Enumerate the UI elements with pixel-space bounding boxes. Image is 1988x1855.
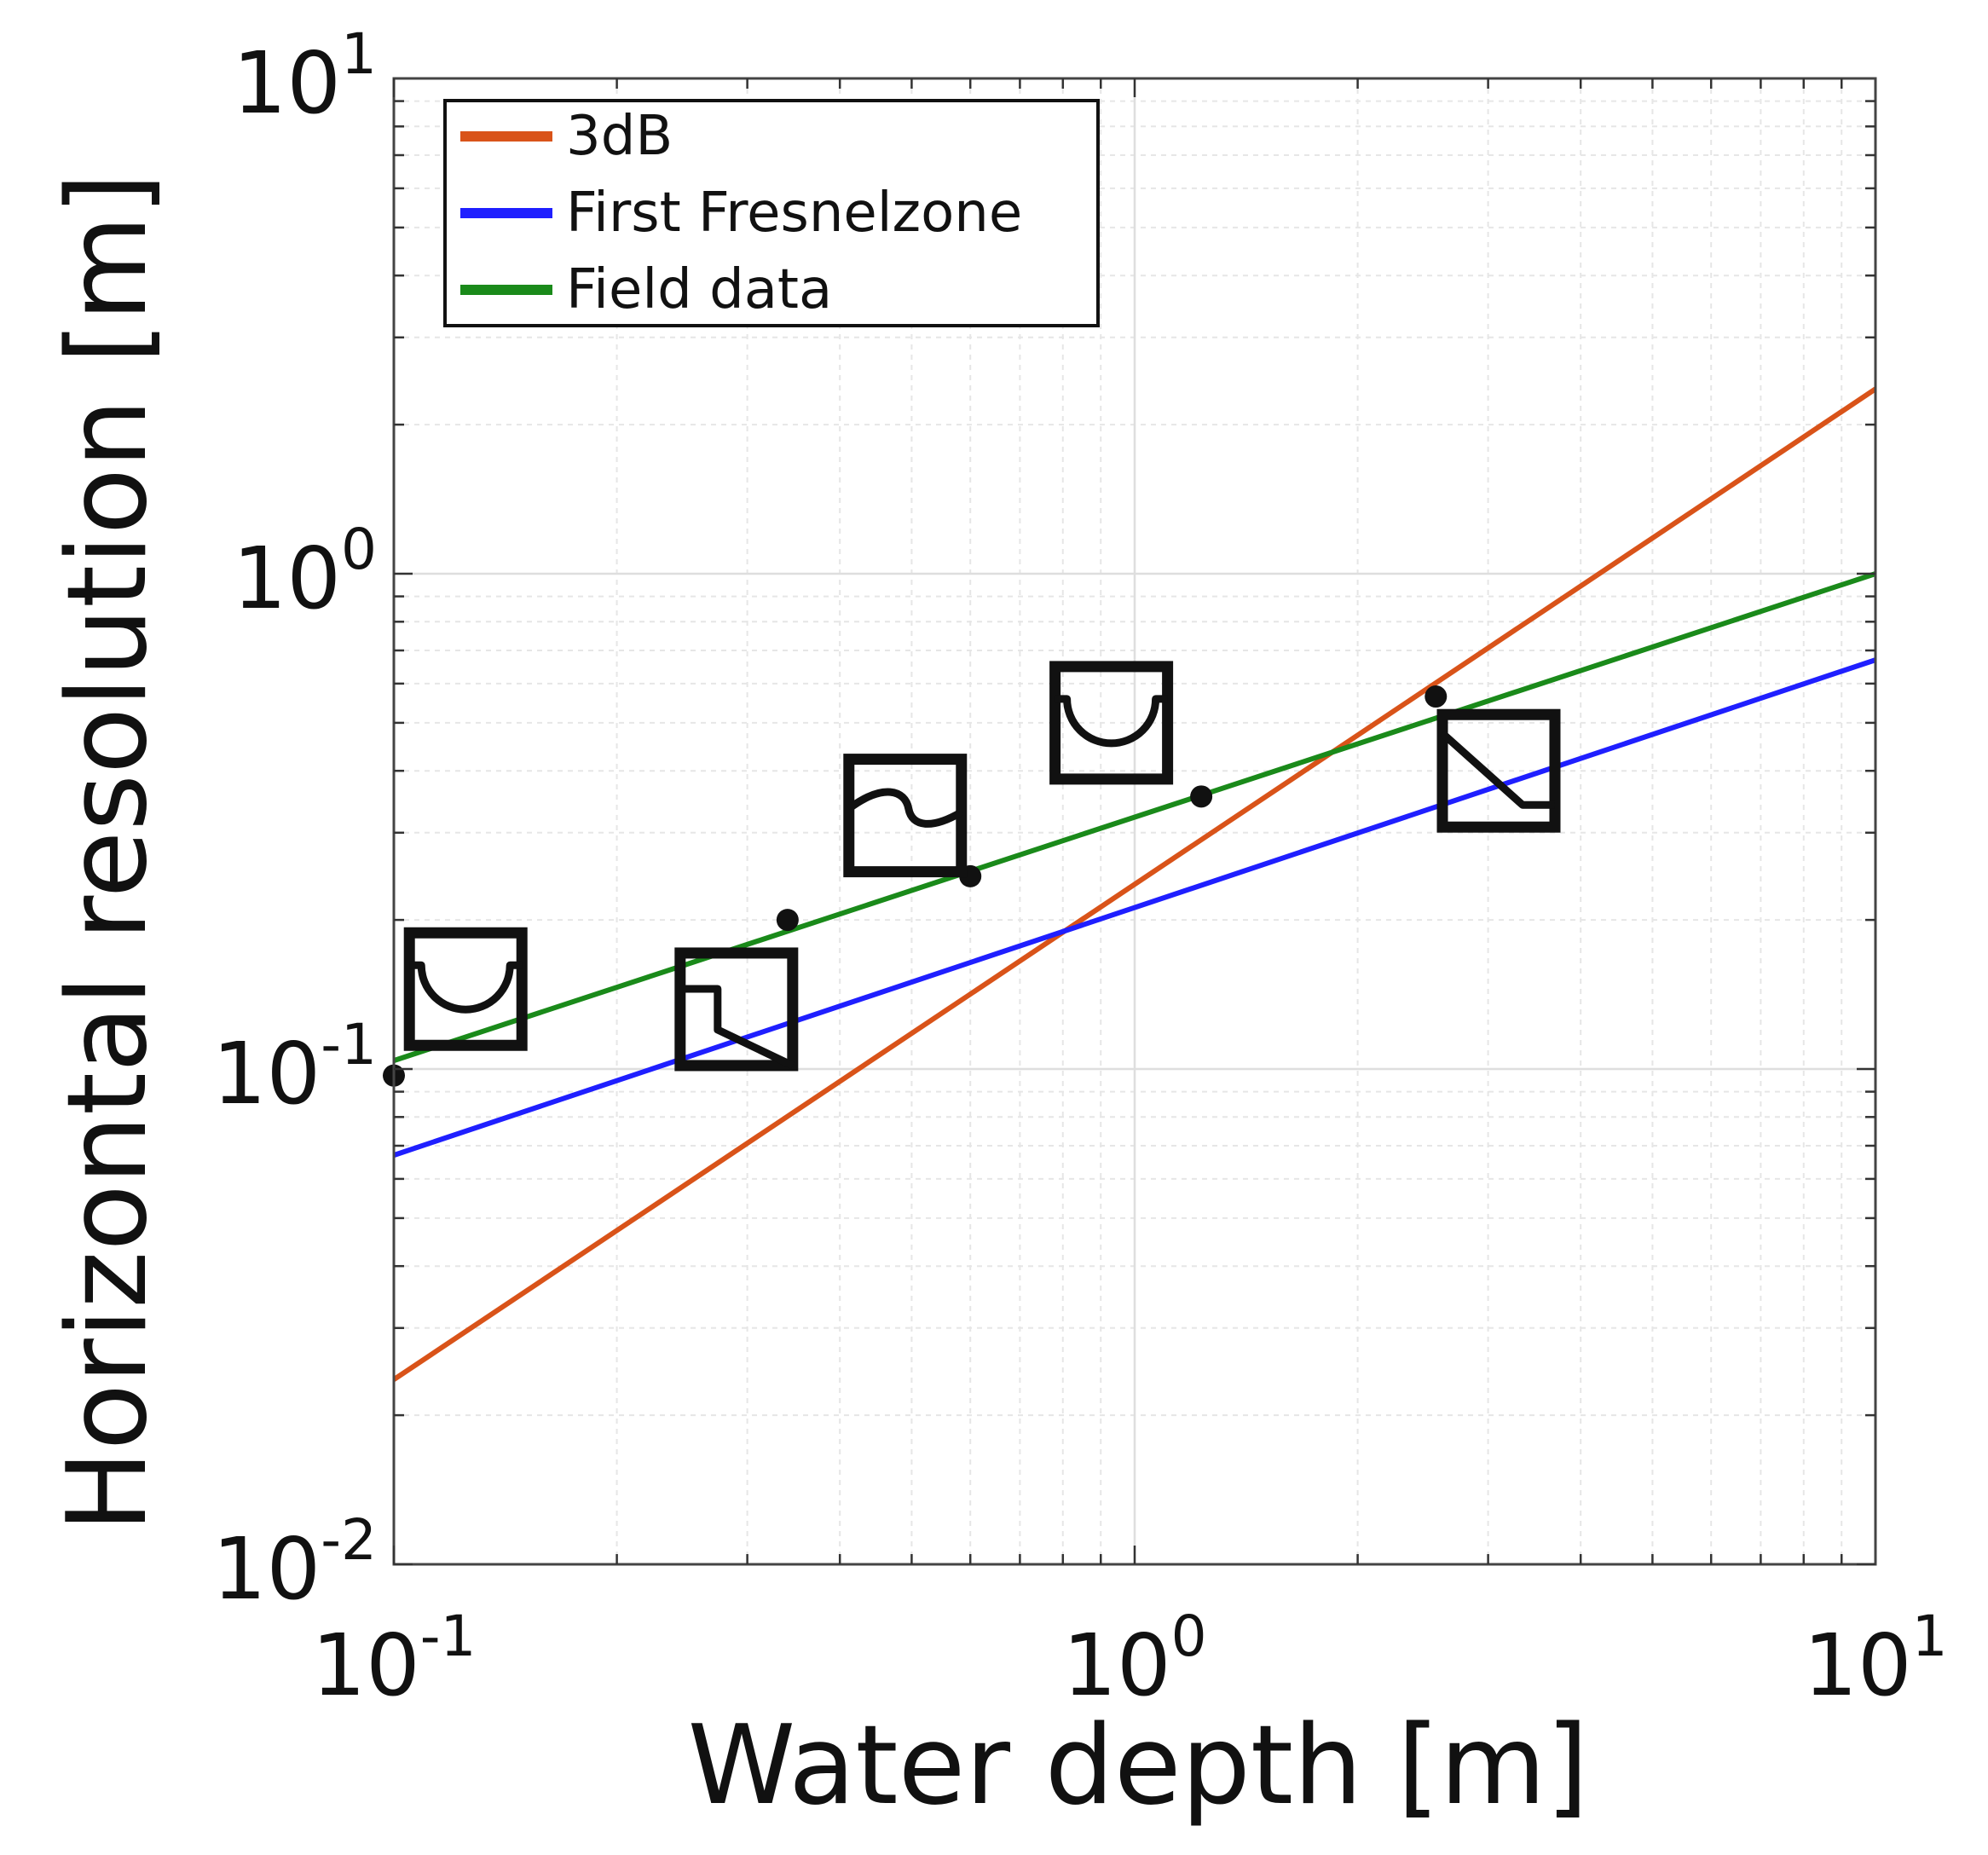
legend-label-first-fresnelzone: First Fresnelzone [566, 182, 1022, 245]
x-axis-label: Water depth [m] [688, 1702, 1589, 1829]
legend-label-3db: 3dB [566, 105, 673, 168]
field-data-point [1190, 785, 1213, 808]
series-lines [392, 386, 1877, 1382]
field-data-point [1425, 685, 1448, 708]
x-tick-label: 101 [1803, 1604, 1947, 1715]
series-line-3db [392, 386, 1877, 1382]
legend-label-field-data: Field data [566, 258, 832, 321]
series-line-first-fresnelzone [393, 657, 1876, 1158]
y-tick-label: 10-1 [212, 1012, 377, 1124]
legend: 3dB First Fresnelzone Field data [443, 99, 1100, 327]
step-drop-icon [674, 947, 799, 1072]
wave-icon [843, 754, 968, 878]
axis-ticks [392, 78, 1875, 1566]
field-data-point [776, 909, 799, 932]
series-line-field-data [393, 571, 1876, 1063]
u-channel-icon [403, 927, 528, 1051]
channel-markers [403, 661, 1561, 1072]
y-tick-label: 10-2 [212, 1507, 377, 1619]
diagonal-slope-icon [1436, 708, 1561, 833]
x-tick-labels: 10-1 100 101 [311, 1604, 1947, 1715]
x-tick-label: 100 [1062, 1604, 1206, 1715]
y-tick-label: 101 [233, 21, 377, 133]
u-channel-icon [1049, 661, 1174, 785]
y-tick-label: 100 [233, 517, 377, 628]
y-axis-label: Horizontal resolution [m] [44, 173, 171, 1533]
x-tick-label: 10-1 [311, 1604, 476, 1715]
legend-box [443, 99, 1100, 327]
y-tick-labels: 10-2 10-1 100 101 [212, 21, 377, 1619]
